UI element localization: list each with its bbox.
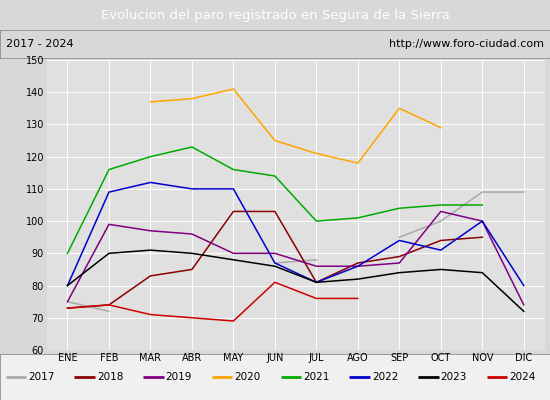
Text: 2023: 2023 [441, 372, 467, 382]
Text: 2022: 2022 [372, 372, 398, 382]
Text: Evolucion del paro registrado en Segura de la Sierra: Evolucion del paro registrado en Segura … [101, 8, 449, 22]
Text: http://www.foro-ciudad.com: http://www.foro-ciudad.com [389, 39, 544, 49]
Text: 2020: 2020 [234, 372, 261, 382]
Text: 2019: 2019 [166, 372, 192, 382]
Text: 2017 - 2024: 2017 - 2024 [6, 39, 73, 49]
Text: 2018: 2018 [97, 372, 123, 382]
Text: 2017: 2017 [28, 372, 54, 382]
Text: 2024: 2024 [509, 372, 536, 382]
Text: 2021: 2021 [303, 372, 329, 382]
